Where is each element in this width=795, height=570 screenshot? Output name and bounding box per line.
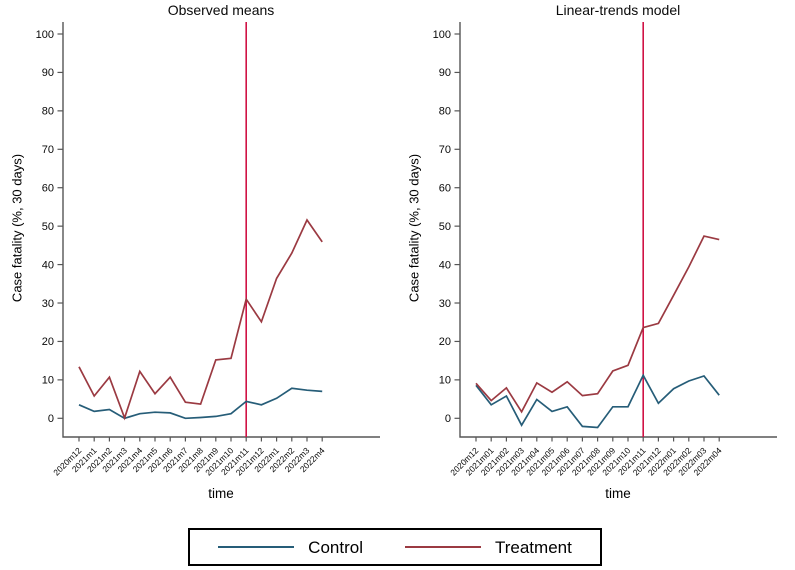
series-line-control — [78, 387, 323, 420]
right-x-axis-title: time — [605, 486, 631, 501]
legend-label-control: Control — [308, 537, 363, 557]
legend-item-control: Control — [218, 539, 363, 556]
y-tick-label: 20 — [439, 336, 451, 348]
control-line-sample — [218, 546, 295, 548]
y-tick-label: 30 — [439, 298, 451, 310]
y-tick-label: 0 — [445, 413, 451, 425]
y-tick-label: 80 — [42, 106, 54, 118]
y-tick-label: 50 — [42, 221, 54, 233]
series-line-control — [475, 373, 720, 429]
y-tick-label: 90 — [42, 67, 54, 79]
treatment-line-sample — [404, 546, 481, 548]
series-line-treatment — [78, 218, 323, 421]
axis — [62, 22, 380, 438]
y-tick-label: 60 — [439, 183, 451, 195]
y-tick-label: 40 — [42, 259, 54, 271]
left-x-axis-title: time — [208, 486, 234, 501]
y-tick-label: 30 — [42, 298, 54, 310]
legend: Control Treatment — [188, 528, 602, 566]
y-tick-label: 10 — [439, 375, 451, 387]
y-tick-label: 0 — [48, 413, 54, 425]
series-line-treatment — [475, 235, 720, 414]
y-tick-label: 10 — [42, 375, 54, 387]
y-tick-label: 60 — [42, 183, 54, 195]
y-tick-label: 100 — [36, 29, 54, 41]
y-tick-label: 80 — [439, 106, 451, 118]
y-tick-label: 40 — [439, 259, 451, 271]
axis — [459, 22, 777, 438]
y-tick-label: 50 — [439, 221, 451, 233]
y-tick-label: 70 — [439, 144, 451, 156]
y-tick-label: 20 — [42, 336, 54, 348]
right-chart-title: Linear-trends model — [555, 2, 681, 18]
observed-means-chart: 01020304050607080901002020m122021m12021m… — [36, 22, 380, 477]
linear-trends-chart: 01020304050607080901002020m122021m012021… — [433, 22, 777, 477]
y-tick-label: 100 — [433, 29, 451, 41]
legend-label-treatment: Treatment — [494, 537, 572, 557]
left-chart-title: Observed means — [167, 2, 275, 18]
legend-item-treatment: Treatment — [404, 537, 572, 557]
y-tick-label: 70 — [42, 144, 54, 156]
y-tick-label: 90 — [439, 67, 451, 79]
